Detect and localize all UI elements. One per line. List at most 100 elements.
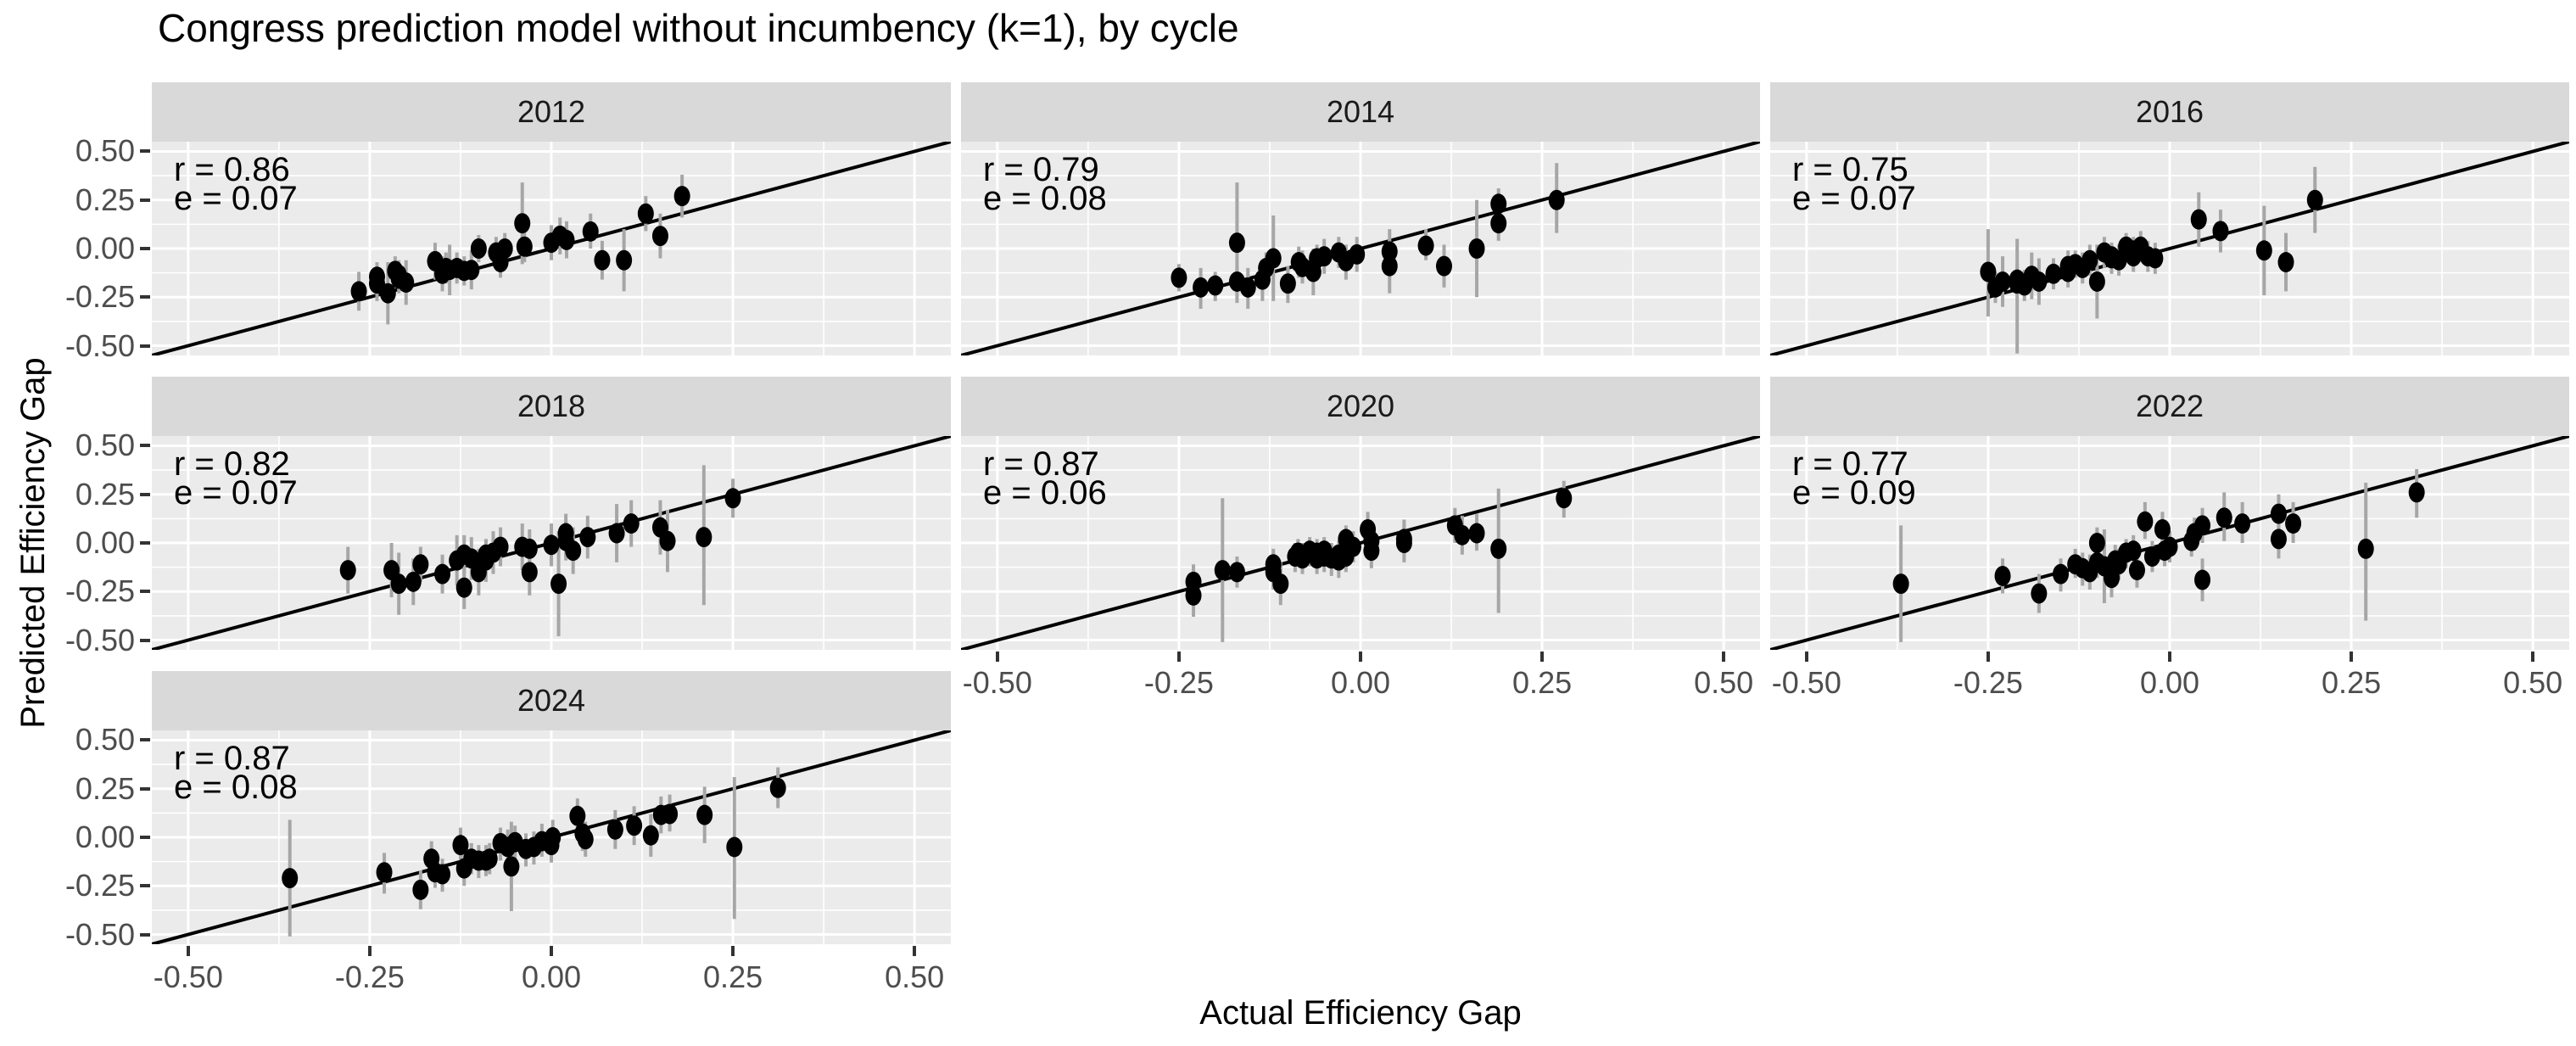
data-point [769,777,786,798]
y-tick-label: 0.25 [75,476,135,512]
data-point [659,530,676,551]
data-point [558,229,575,250]
x-tick-label: -0.50 [1771,665,1841,700]
facet-canvas-2024: r = 0.87e = 0.08 [152,730,951,944]
y-tick-label: 0.25 [75,182,135,217]
x-tick-label: -0.50 [153,959,223,994]
annotation-e: e = 0.08 [983,180,1107,217]
y-tick-mark [140,590,150,594]
data-point [412,879,429,900]
y-tick-mark [140,836,150,839]
data-point [577,829,594,850]
y-tick-mark [140,492,150,496]
data-point [543,534,560,556]
y-tick-mark [140,198,150,202]
y-tick-label: -0.25 [64,868,135,903]
y-tick-mark [140,638,150,642]
facet-strip-2016: 2016 [1770,82,2569,142]
data-point [1316,246,1333,267]
data-point [2128,560,2145,581]
annotation-r: r = 0.87 [174,740,290,777]
data-point [2285,513,2302,534]
data-point [1490,213,1507,234]
data-point [368,266,385,288]
y-tick-label: 0.50 [75,428,135,463]
y-tick-mark [140,149,150,154]
data-point [565,540,582,562]
y-axis-title: Predicted Efficiency Gap [14,357,52,729]
data-point [1548,189,1565,210]
data-point [2255,240,2272,261]
data-point [2154,518,2171,540]
x-tick-label: 0.50 [885,959,945,994]
data-point [673,186,690,207]
data-point [2088,271,2105,292]
y-tick-label: 0.00 [75,525,135,560]
annotation-e: e = 0.07 [1792,180,1916,217]
data-point [1349,243,1366,265]
data-point [1994,271,2011,292]
data-point [1214,560,1231,581]
data-point [503,856,520,877]
x-tick-label: 0.50 [2503,665,2563,700]
facet-panel-2024: r = 0.87 e = 0.08 [152,730,951,944]
facet-canvas-2012: r = 0.86e = 0.07 [152,142,951,355]
x-tick-mark [1176,652,1181,662]
data-point [455,577,472,598]
y-tick-label: 0.00 [75,231,135,266]
data-point [1395,529,1412,550]
data-point [606,819,623,840]
x-tick-label: -0.25 [1953,665,2023,700]
x-tick-mark [550,946,553,956]
annotation-r: r = 0.87 [983,445,1099,483]
data-point [2053,563,2070,585]
facet-strip-2024: 2024 [152,671,951,730]
data-point [2125,540,2142,562]
data-point [2212,221,2229,242]
y-tick-label: -0.50 [64,916,135,952]
data-point [582,221,599,242]
x-tick-label: -0.25 [334,959,405,994]
data-point [1228,232,1245,254]
data-point [2216,507,2232,529]
x-tick-label: 0.25 [1512,665,1573,700]
data-point [1193,277,1210,298]
facet-panel-2018: r = 0.82 e = 0.07 [152,436,951,650]
facet-canvas-2018: r = 0.82e = 0.07 [152,436,951,650]
y-tick-mark [140,541,150,545]
annotation-e: e = 0.06 [983,474,1107,512]
x-tick-mark [1986,652,1990,662]
data-point [2277,252,2294,273]
facet-strip-label: 2020 [1326,389,1395,423]
data-point [2088,533,2105,553]
data-point [616,249,633,271]
data-point [1490,538,1507,559]
x-tick-label: 0.00 [1330,665,1391,700]
x-tick-mark [731,946,735,956]
x-tick-mark [1804,652,1808,662]
y-tick-mark [140,444,150,448]
y-tick-mark [140,738,150,742]
data-point [434,563,451,585]
data-point [405,571,422,592]
data-point [2147,248,2164,269]
annotation-r: r = 0.82 [174,445,290,483]
data-point [1417,235,1434,256]
data-point [492,536,509,557]
facet-strip-2022: 2022 [1770,377,2569,436]
data-point [696,527,712,548]
annotation-r: r = 0.77 [1792,445,1908,483]
data-point [379,282,396,304]
data-point [579,527,596,548]
data-point [724,488,741,509]
data-point [1468,238,1485,259]
data-point [642,825,659,846]
facet-canvas-2020: r = 0.87e = 0.06 [961,436,1760,650]
y-tick-mark [140,247,150,250]
y-tick-label: -0.25 [64,573,135,609]
y-tick-mark [140,932,150,937]
facet-strip-2020: 2020 [961,377,1760,436]
data-point [696,804,713,825]
facet-panel-2014: r = 0.79 e = 0.08 [961,142,1760,355]
data-point [2306,189,2323,210]
